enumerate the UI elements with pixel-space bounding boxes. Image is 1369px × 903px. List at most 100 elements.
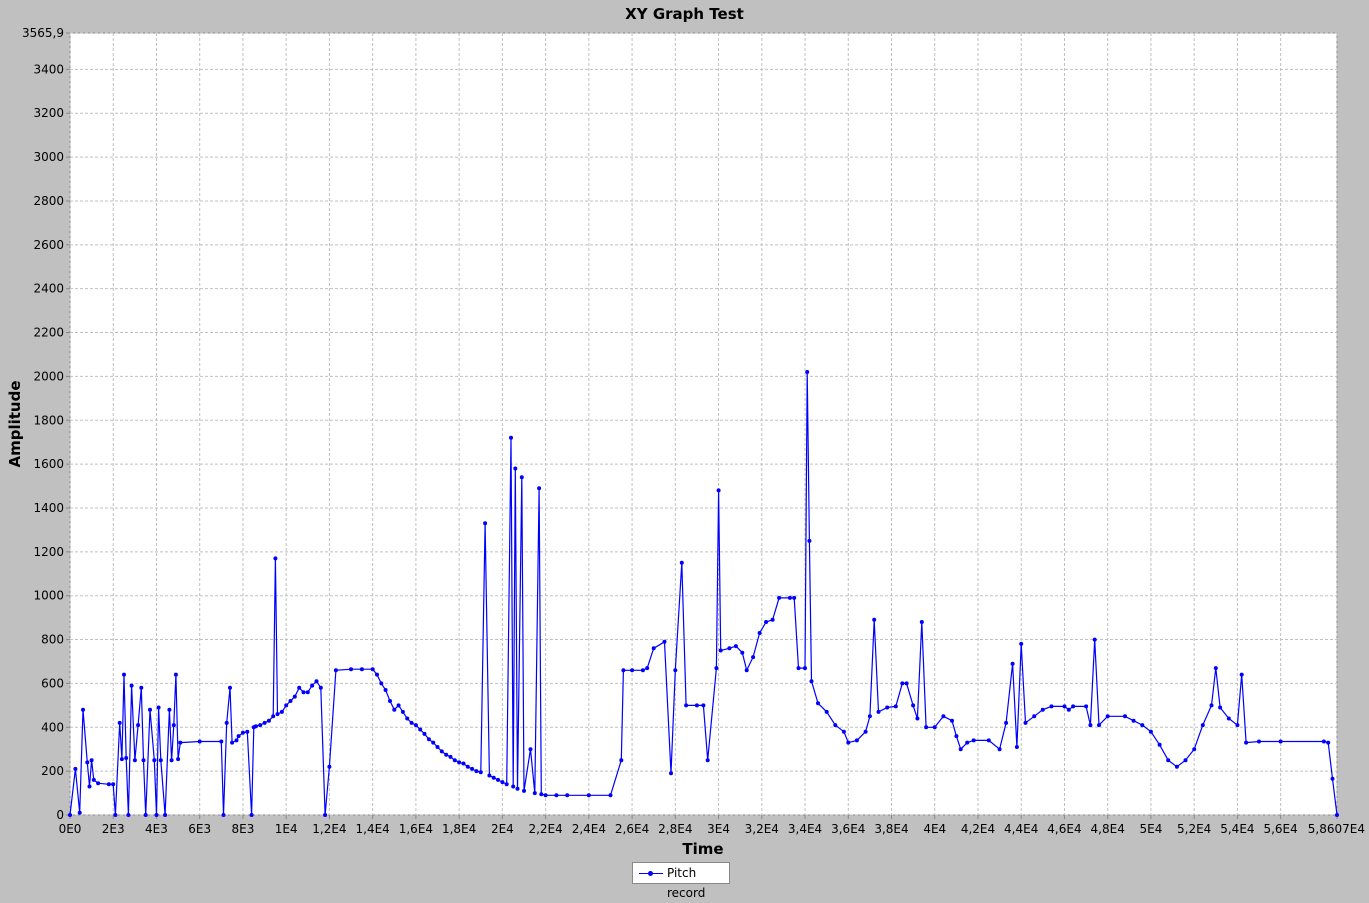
data-point bbox=[271, 714, 276, 719]
data-point bbox=[833, 723, 838, 728]
data-point bbox=[651, 646, 656, 651]
data-point bbox=[465, 764, 470, 769]
y-tick-label: 600 bbox=[41, 676, 64, 690]
x-tick-label: 3,8E4 bbox=[874, 822, 908, 836]
data-point bbox=[893, 704, 898, 709]
data-point bbox=[718, 648, 723, 653]
data-point bbox=[511, 784, 516, 789]
data-point bbox=[73, 766, 78, 771]
data-point bbox=[1239, 672, 1244, 677]
data-point bbox=[885, 705, 890, 710]
data-point bbox=[1032, 714, 1037, 719]
data-point bbox=[129, 683, 134, 688]
data-point bbox=[119, 757, 124, 762]
chart-title: XY Graph Test bbox=[625, 5, 744, 23]
data-point bbox=[1004, 720, 1009, 725]
data-point bbox=[483, 521, 488, 526]
data-point bbox=[662, 639, 667, 644]
data-point bbox=[148, 707, 152, 712]
data-point bbox=[1335, 813, 1339, 817]
data-point bbox=[900, 681, 905, 686]
data-point bbox=[554, 793, 559, 798]
data-point bbox=[431, 740, 436, 745]
legend: Pitch record bbox=[632, 862, 730, 900]
data-point bbox=[279, 709, 284, 714]
y-axis-ticks: 0 200 400 600 800 1000 1200 1400 1600 1800 2000 220… bbox=[22, 26, 70, 822]
y-tick-label: 3000 bbox=[33, 150, 64, 164]
data-point bbox=[154, 813, 159, 817]
data-point bbox=[288, 699, 293, 703]
data-point bbox=[924, 725, 929, 730]
data-point bbox=[143, 813, 148, 817]
data-point bbox=[68, 813, 72, 817]
data-point bbox=[716, 488, 721, 493]
data-point bbox=[359, 667, 364, 672]
data-point bbox=[727, 646, 732, 651]
data-point bbox=[228, 685, 232, 690]
data-point bbox=[1209, 703, 1214, 708]
data-point bbox=[792, 595, 797, 600]
data-point bbox=[106, 782, 111, 787]
data-point bbox=[816, 701, 820, 706]
data-point bbox=[461, 761, 466, 766]
data-point bbox=[426, 737, 431, 742]
y-tick-label: 3565,9 bbox=[22, 26, 64, 40]
data-point bbox=[932, 725, 937, 730]
data-point bbox=[904, 681, 909, 686]
data-point bbox=[777, 595, 782, 600]
data-point bbox=[139, 685, 144, 690]
data-point bbox=[1192, 747, 1197, 752]
data-point bbox=[333, 668, 338, 673]
data-point bbox=[532, 791, 537, 796]
legend-label: Pitch record bbox=[667, 866, 706, 900]
x-tick-label: 5,4E4 bbox=[1220, 822, 1254, 836]
data-point bbox=[1278, 739, 1283, 744]
x-tick-label: 6E3 bbox=[188, 822, 211, 836]
data-point bbox=[515, 786, 520, 791]
data-point bbox=[1226, 716, 1231, 721]
data-point bbox=[941, 714, 946, 719]
data-point bbox=[915, 716, 920, 721]
data-point bbox=[1040, 707, 1045, 712]
x-tick-label: 3,6E4 bbox=[831, 822, 865, 836]
data-point bbox=[448, 754, 453, 759]
data-point bbox=[81, 707, 85, 712]
data-point bbox=[230, 740, 235, 745]
data-point bbox=[539, 792, 544, 797]
data-point bbox=[301, 690, 306, 695]
data-point bbox=[422, 731, 427, 736]
data-point bbox=[87, 784, 92, 789]
data-point bbox=[809, 679, 814, 684]
data-point bbox=[528, 747, 533, 752]
data-point bbox=[111, 782, 116, 787]
data-point bbox=[89, 758, 94, 763]
data-point bbox=[1062, 704, 1067, 709]
data-point bbox=[85, 760, 90, 765]
data-point bbox=[1148, 729, 1153, 734]
data-point bbox=[876, 709, 881, 714]
data-point bbox=[673, 668, 678, 673]
y-tick-label: 1600 bbox=[33, 457, 64, 471]
data-point bbox=[1084, 704, 1089, 709]
data-point bbox=[867, 714, 872, 719]
x-tick-label: 4,4E4 bbox=[1004, 822, 1038, 836]
y-tick-label: 0 bbox=[56, 808, 64, 822]
data-point bbox=[679, 560, 684, 565]
data-point bbox=[266, 718, 271, 723]
x-tick-label: 4,2E4 bbox=[961, 822, 995, 836]
data-point bbox=[253, 724, 258, 729]
y-tick-label: 1200 bbox=[33, 545, 64, 559]
data-point bbox=[158, 758, 163, 763]
data-point bbox=[418, 727, 423, 732]
x-tick-label: 5E4 bbox=[1139, 822, 1162, 836]
data-point bbox=[1326, 740, 1331, 745]
x-tick-label: 1,2E4 bbox=[312, 822, 346, 836]
data-point bbox=[1010, 661, 1015, 666]
x-tick-label: 1,6E4 bbox=[399, 822, 433, 836]
data-point bbox=[694, 703, 699, 708]
plot-area bbox=[69, 32, 1338, 816]
data-point bbox=[219, 739, 224, 744]
y-tick-label: 3200 bbox=[33, 106, 64, 120]
x-tick-label: 5,2E4 bbox=[1177, 822, 1211, 836]
